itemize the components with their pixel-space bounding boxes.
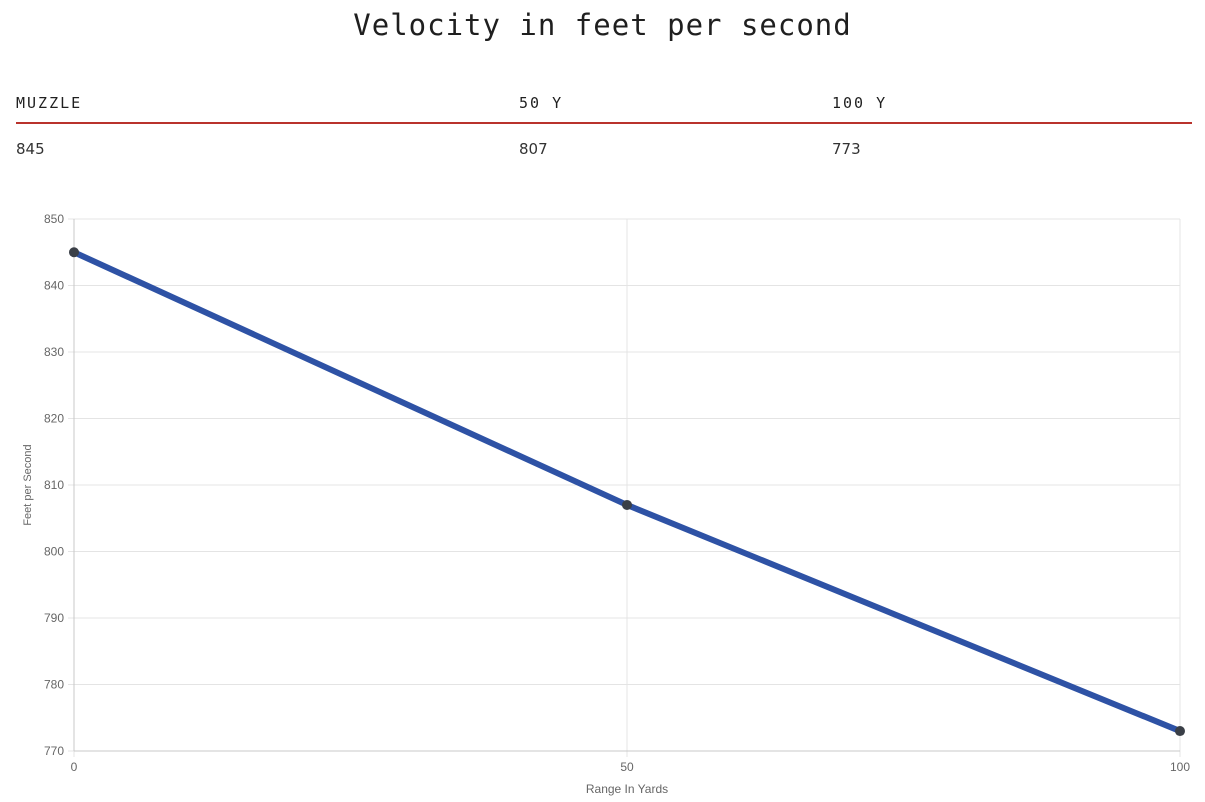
y-tick-label: 780 (44, 678, 64, 692)
x-axis-title: Range In Yards (586, 782, 668, 796)
axes (73, 219, 1180, 752)
y-tick-label: 810 (44, 478, 64, 492)
y-tick-labels: 770 780 790 800 810 820 830 840 850 (44, 212, 64, 758)
y-tick-label: 800 (44, 545, 64, 559)
y-tick-label: 850 (44, 212, 64, 226)
y-tick-label: 790 (44, 611, 64, 625)
x-tick-label: 0 (71, 760, 78, 774)
y-tick-label: 840 (44, 279, 64, 293)
value-50y: 807 (519, 140, 548, 158)
y-tick-label: 770 (44, 744, 64, 758)
x-tick-labels: 0 50 100 (71, 760, 1191, 774)
y-axis-title: Feet per Second (22, 444, 34, 525)
header-muzzle: MUZZLE (16, 94, 83, 112)
value-muzzle: 845 (16, 140, 45, 158)
y-tick-label: 820 (44, 412, 64, 426)
grid (68, 218, 1181, 757)
velocity-table-header: MUZZLE 50 Y 100 Y (16, 86, 1192, 124)
velocity-table: MUZZLE 50 Y 100 Y 845 807 773 (16, 86, 1192, 160)
velocity-table-row: 845 807 773 (16, 124, 1192, 160)
x-tick-label: 100 (1170, 760, 1190, 774)
velocity-chart: 770 780 790 800 810 820 830 840 850 0 50 100 Range… (0, 200, 1205, 798)
data-point (69, 247, 79, 258)
header-50y: 50 Y (519, 94, 564, 112)
data-point (1175, 726, 1185, 737)
header-100y: 100 Y (832, 94, 888, 112)
value-100y: 773 (832, 140, 861, 158)
velocity-line-chart: 770 780 790 800 810 820 830 840 850 0 50 100 Range… (22, 212, 1191, 796)
data-point (622, 499, 632, 510)
x-tick-label: 50 (620, 760, 634, 774)
page-title: Velocity in feet per second (353, 8, 852, 42)
y-tick-label: 830 (44, 345, 64, 359)
data-points (69, 247, 1185, 737)
